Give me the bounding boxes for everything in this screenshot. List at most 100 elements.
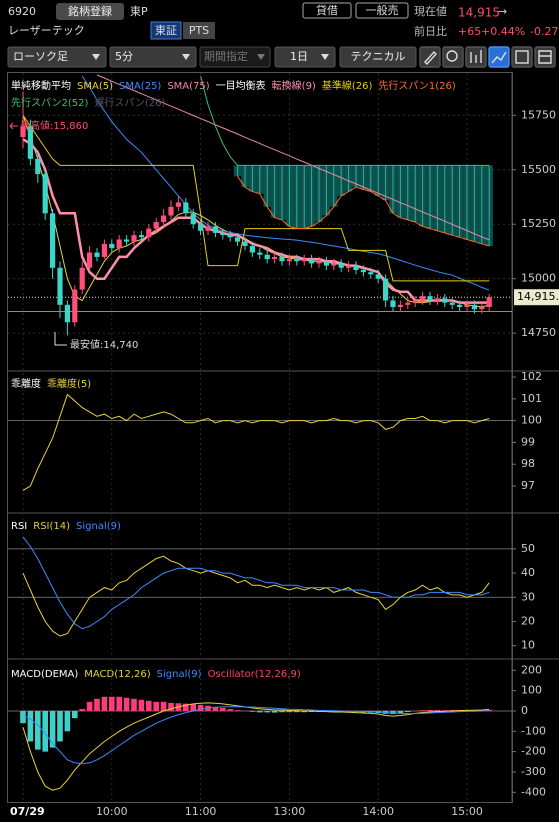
oscillator-bar	[146, 700, 152, 711]
technical-label[interactable]: テクニカル	[351, 50, 406, 63]
period-label[interactable]: 期間指定	[204, 49, 248, 63]
x-tick-label: 11:00	[185, 805, 217, 818]
oscillator-bar	[294, 710, 300, 713]
y-tick-label: 40	[521, 566, 535, 579]
y-tick-label: 100	[521, 414, 542, 427]
dropdown-icon	[321, 54, 329, 60]
candle-body	[50, 213, 56, 268]
oscillator-bar	[116, 696, 122, 711]
candle-body	[138, 235, 144, 238]
period-select[interactable]	[199, 46, 271, 68]
zoom-tool[interactable]	[442, 46, 464, 68]
general-sell-button[interactable]	[355, 2, 409, 19]
oscillator-bar	[20, 710, 26, 724]
candle-body	[316, 261, 322, 264]
candle-body	[72, 289, 78, 323]
annotation-arrow	[54, 332, 67, 346]
margin-button-label[interactable]: 貸借	[316, 3, 338, 17]
y-tick-label: 15500	[521, 163, 556, 176]
tool-icons	[419, 46, 556, 68]
y-tick-label: 0	[521, 704, 528, 717]
candle-body	[57, 267, 63, 305]
oscillator-bar	[190, 703, 196, 711]
candle-body	[346, 265, 352, 268]
panel	[8, 393, 512, 491]
candle-body	[464, 304, 470, 308]
candle-body	[235, 237, 241, 242]
candle-body	[198, 224, 204, 231]
y-tick-label: 30	[521, 590, 535, 603]
register-button[interactable]	[56, 3, 124, 20]
candle-body	[153, 222, 159, 229]
technical-button[interactable]	[339, 46, 417, 68]
pen-icon	[424, 50, 437, 66]
layout-tool[interactable]	[534, 46, 556, 68]
y-tick-label: 99	[521, 435, 535, 448]
legend-entry: 先行スパン2(52)	[11, 96, 88, 109]
oscillator-bar	[123, 697, 130, 711]
tab-pts-label[interactable]: PTS	[189, 24, 209, 37]
y-tick-label: 100	[521, 684, 542, 697]
y-tick-label: 15750	[521, 108, 556, 121]
y-tick-label: -400	[521, 785, 546, 798]
low-annotation: 最安値:14,740	[70, 338, 138, 351]
annotation-arrow	[9, 122, 18, 130]
oscillator-bar	[131, 698, 137, 711]
tab-tse[interactable]	[150, 21, 182, 40]
margin-button[interactable]	[302, 2, 352, 19]
oscillator-bar	[264, 710, 270, 713]
series-line	[81, 75, 490, 291]
candle-body	[101, 243, 107, 257]
chart-type-label[interactable]: ローソク足	[13, 50, 68, 63]
candle-body	[420, 296, 426, 301]
interval-label[interactable]: 5分	[115, 50, 133, 63]
series-line	[22, 393, 490, 491]
dropdown-icon	[182, 54, 190, 60]
series-line	[22, 115, 490, 282]
series-line	[200, 75, 490, 166]
interval-select[interactable]	[109, 46, 197, 68]
candle-body	[397, 304, 403, 308]
series-line	[237, 176, 490, 247]
candle-body	[353, 265, 359, 270]
register-button-label[interactable]: 銘柄登録	[68, 4, 112, 18]
candle-body	[175, 202, 181, 207]
panel	[8, 536, 512, 637]
change: +65	[458, 25, 481, 38]
save-tool[interactable]	[511, 46, 533, 68]
candle-body	[257, 252, 263, 255]
tab-pts[interactable]	[183, 22, 215, 39]
legend-entry: Signal(9)	[76, 521, 121, 532]
layout-icon	[538, 50, 552, 64]
volume-tool[interactable]	[488, 46, 510, 68]
oscillator-bar	[197, 704, 204, 711]
oscillator-bar	[301, 710, 307, 713]
oscillator-bar	[397, 710, 404, 714]
candle-body	[449, 302, 455, 305]
bars-icon	[470, 50, 482, 63]
general-sell-label[interactable]: 一般売	[366, 4, 399, 17]
legend-entry: MACD(12,26)	[84, 669, 151, 680]
span-label[interactable]: 1日	[290, 50, 308, 63]
y-tick-label: 50	[521, 542, 535, 555]
panel-title: RSI	[11, 521, 27, 532]
panel-title: 乖離度	[11, 377, 41, 390]
tab-tse-label[interactable]: 東証	[155, 24, 177, 37]
market: 東P	[130, 5, 148, 18]
oscillator-bar	[101, 696, 108, 711]
candle-body	[109, 243, 115, 249]
chart-type-select[interactable]	[7, 46, 107, 68]
legend-entry: 先行スパン1(26)	[378, 79, 455, 92]
legend-entry: 単純移動平均	[11, 79, 71, 92]
oscillator-bar	[249, 710, 256, 712]
candle-body	[79, 267, 85, 290]
dropdown-icon	[92, 54, 100, 60]
oscillator-bar	[79, 708, 85, 711]
volume-icon	[491, 51, 507, 64]
candle-body	[471, 304, 477, 310]
oscillator-bar	[227, 709, 233, 711]
dropdown-icon	[257, 54, 265, 60]
span-select[interactable]	[274, 46, 336, 68]
y-tick-label: 14750	[521, 326, 556, 339]
